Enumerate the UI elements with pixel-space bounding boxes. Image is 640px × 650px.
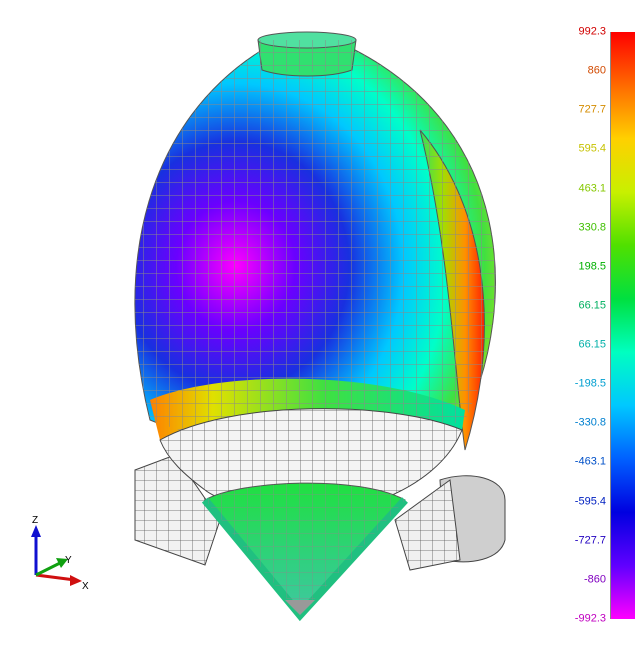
legend-value-label: 595.4	[578, 142, 606, 155]
x-axis-label: X	[82, 581, 89, 592]
legend-value-label: -198.5	[574, 377, 606, 390]
color-legend-bar	[610, 32, 635, 619]
legend-value-label: -463.1	[574, 455, 606, 468]
legend-value-label: 463.1	[578, 182, 606, 195]
z-axis-label: Z	[32, 515, 39, 526]
legend-value-label: -330.8	[574, 416, 606, 429]
legend-value-label: 860	[587, 64, 606, 77]
legend-value-label: 66.15	[578, 338, 606, 351]
axis-triad	[31, 525, 82, 586]
legend-value-label: -860	[583, 573, 606, 586]
legend-value-label: -595.4	[574, 495, 606, 508]
top-nozzle	[257, 31, 357, 77]
legend-value-label: 330.8	[578, 221, 606, 234]
vessel-body	[134, 49, 496, 451]
legend-value-label: 66.15	[578, 299, 606, 312]
legend-value-label: 992.3	[578, 25, 606, 38]
support-ring	[134, 454, 506, 571]
legend-value-label: -992.3	[574, 612, 606, 625]
legend-value-label: -727.7	[574, 534, 606, 547]
lower-skirt	[159, 408, 463, 512]
bottom-cone	[201, 482, 408, 622]
legend-value-label: 198.5	[578, 260, 606, 273]
y-axis-label: Y	[65, 555, 72, 566]
legend-value-label: 727.7	[578, 103, 606, 116]
